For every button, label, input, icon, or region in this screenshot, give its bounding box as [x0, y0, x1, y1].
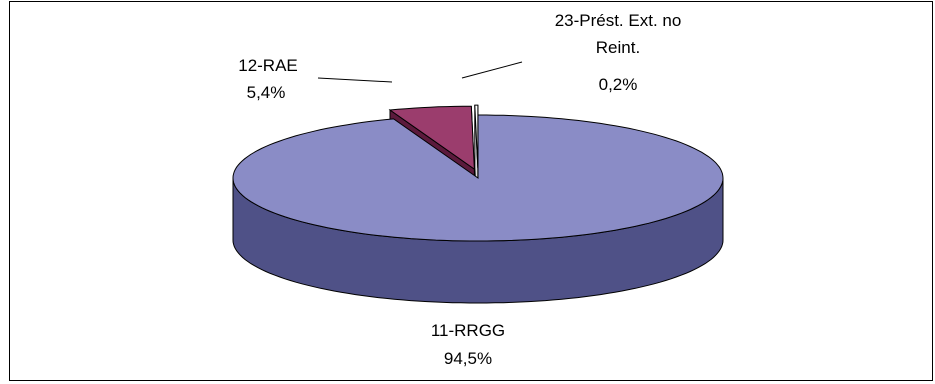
- label-prest-value: 0,2%: [599, 75, 638, 94]
- slice-11-rrgg: [232, 114, 724, 242]
- label-rae-value: 5,4%: [247, 83, 286, 102]
- label-prest-name-line2: Reint.: [596, 38, 640, 57]
- label-prest-name-line1: 23-Prést. Ext. no: [555, 11, 682, 30]
- slice-23-prest-ext-no-reint: [474, 104, 479, 169]
- slice-12-rae: [388, 105, 475, 171]
- label-rrgg-value: 94,5%: [444, 349, 492, 368]
- label-rae-name: 12-RAE: [238, 56, 298, 75]
- leader-prest: [461, 61, 523, 79]
- label-rrgg-name: 11-RRGG: [431, 321, 505, 340]
- leader-rae: [317, 77, 393, 83]
